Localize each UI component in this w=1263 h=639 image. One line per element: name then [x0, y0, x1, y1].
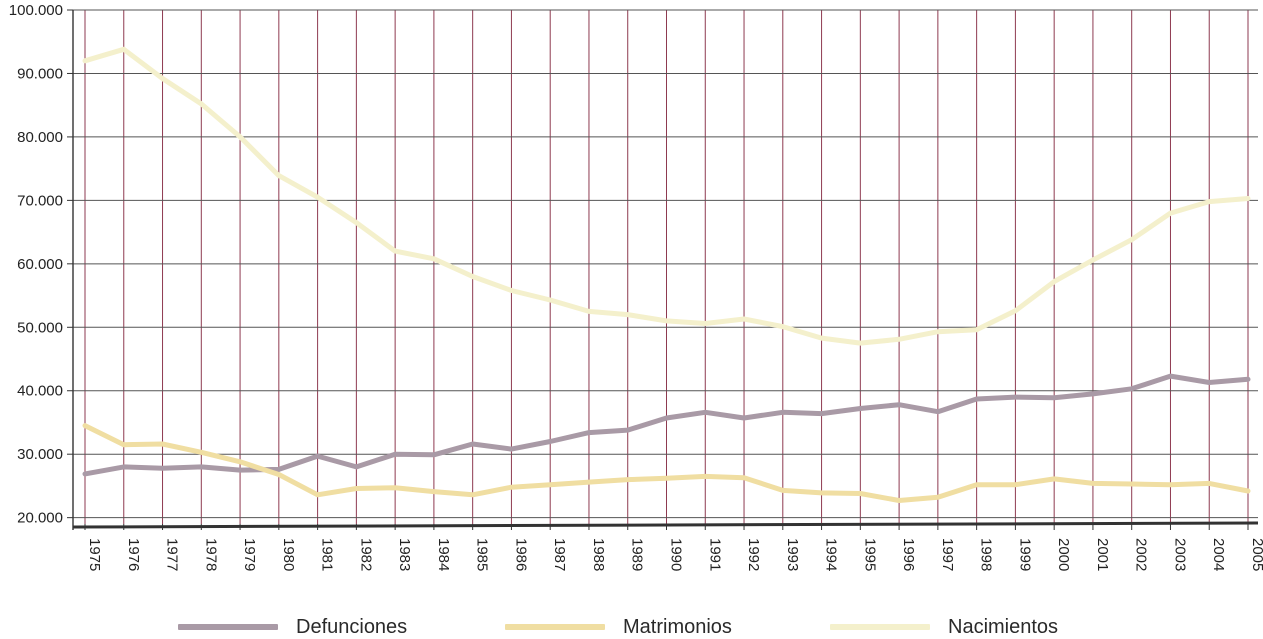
y-tick-label: 100.000 — [9, 2, 63, 19]
y-tick-label: 80.000 — [17, 129, 63, 146]
legend-swatch-defunciones — [178, 624, 278, 630]
x-tick-label: 1980 — [280, 538, 297, 571]
x-tick-label: 1982 — [357, 538, 374, 571]
x-tick-label: 1988 — [590, 538, 607, 571]
legend-label-nacimientos: Nacimientos — [948, 616, 1059, 638]
y-tick-labels: 20.000 30.000 40.000 50.000 60.000 70.000 80.0… — [9, 2, 63, 527]
x-tick-label: 1996 — [900, 538, 917, 571]
x-tick-label: 1991 — [706, 538, 723, 571]
x-tick-label: 2004 — [1210, 538, 1227, 571]
grid — [73, 9, 1258, 524]
series-line-nacimientos — [82, 46, 1251, 346]
x-tick-label: 1999 — [1016, 538, 1033, 571]
x-tick-label: 1986 — [512, 538, 529, 571]
series-lines — [82, 46, 1251, 503]
x-tick-label: 1981 — [319, 538, 336, 571]
x-tick-label: 1987 — [551, 538, 568, 571]
legend-label-defunciones: Defunciones — [296, 616, 408, 638]
y-tick-label: 20.000 — [17, 510, 63, 527]
legend-label-matrimonios: Matrimonios — [623, 616, 732, 638]
x-tick-label: 1979 — [241, 538, 258, 571]
x-tick-label: 1989 — [629, 538, 646, 571]
x-tick-label: 1977 — [164, 538, 181, 571]
y-tick-label: 90.000 — [17, 65, 63, 82]
axes — [67, 9, 1259, 530]
legend-swatch-nacimientos — [830, 624, 930, 630]
x-tick-label: 1983 — [396, 538, 413, 571]
y-tick-label: 70.000 — [17, 192, 63, 209]
x-tick-label: 2000 — [1055, 538, 1072, 571]
x-tick-labels: 1975 1976 1977 1978 1979 1980 1981 1982 1983 1984… — [86, 538, 1263, 571]
line-chart: 20.000 30.000 40.000 50.000 60.000 70.000 80.0… — [9, 2, 1263, 571]
x-tick-label: 1993 — [784, 538, 801, 571]
y-tick-label: 50.000 — [17, 319, 63, 336]
x-tick-label: 1985 — [474, 538, 491, 571]
y-tick-label: 40.000 — [17, 383, 63, 400]
x-axis-line — [72, 521, 1259, 529]
y-tick-label: 60.000 — [17, 256, 63, 273]
series-line-matrimonios — [82, 423, 1251, 503]
x-tick-label: 1994 — [823, 538, 840, 571]
x-tick-label: 2003 — [1171, 538, 1188, 571]
x-tick-label: 1995 — [861, 538, 878, 571]
x-tick-label: 1975 — [86, 538, 103, 571]
x-tick-label: 1998 — [978, 538, 995, 571]
x-tick-label: 1976 — [125, 538, 142, 571]
y-tick-label: 30.000 — [17, 446, 63, 463]
x-tick-label: 1997 — [939, 538, 956, 571]
x-tick-label: 2001 — [1094, 538, 1111, 571]
x-tick-label: 1978 — [202, 538, 219, 571]
series-line-defunciones — [82, 373, 1251, 477]
x-tick-label: 1984 — [435, 538, 452, 571]
x-tick-label: 2005 — [1249, 538, 1263, 571]
legend-swatch-matrimonios — [505, 624, 605, 630]
legend: Defunciones Matrimonios Nacimientos — [0, 600, 1263, 638]
x-tick-label: 2002 — [1133, 538, 1150, 571]
x-tick-label: 1990 — [668, 538, 685, 571]
x-tick-label: 1992 — [745, 538, 762, 571]
